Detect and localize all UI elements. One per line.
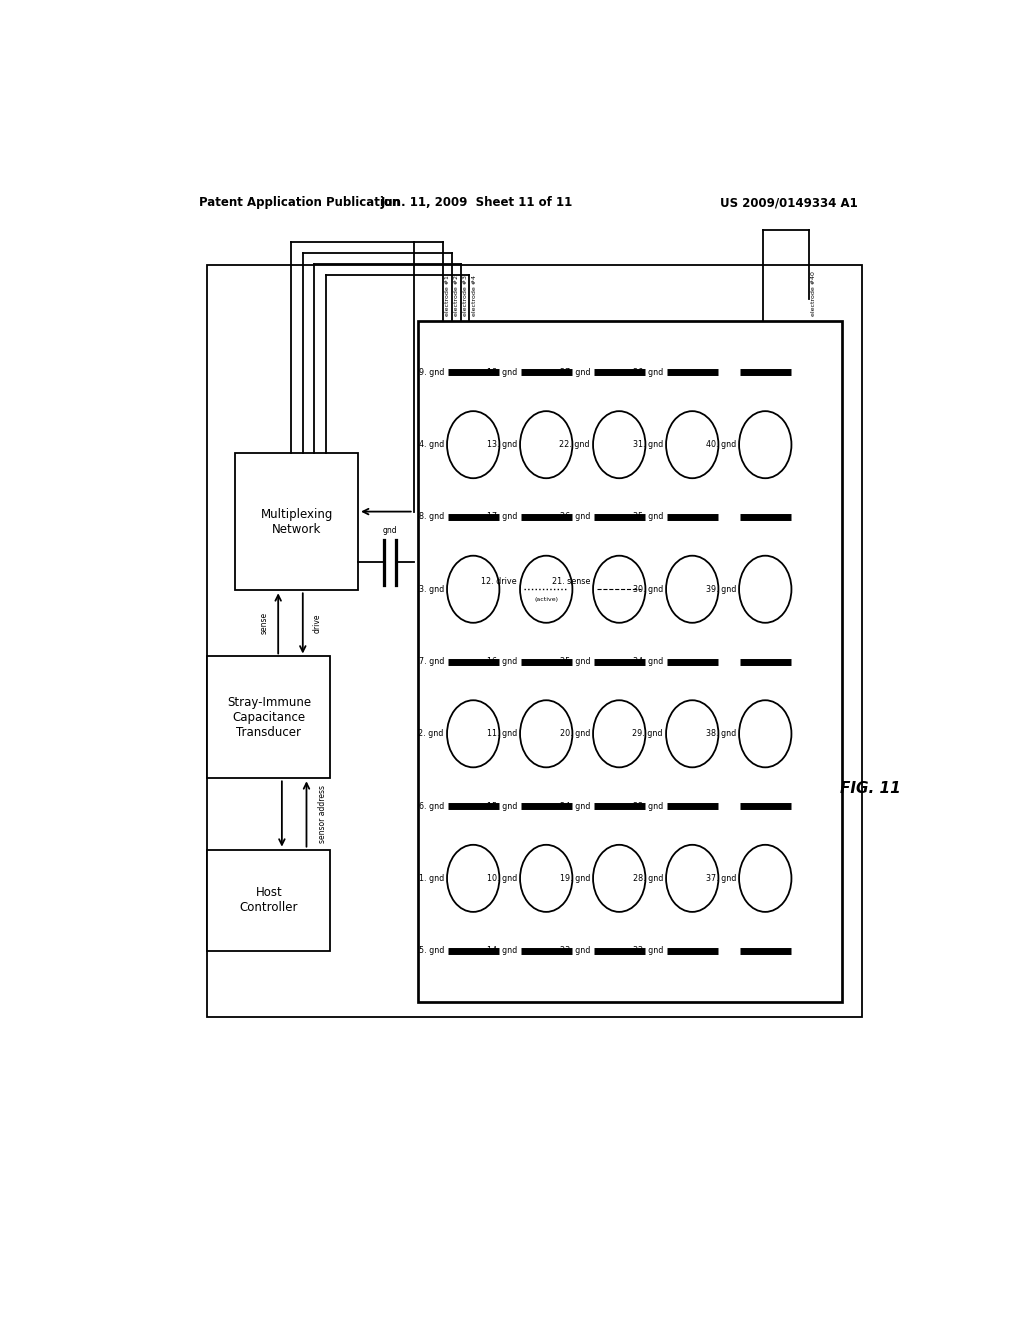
Circle shape	[593, 845, 645, 912]
Text: Jun. 11, 2009  Sheet 11 of 11: Jun. 11, 2009 Sheet 11 of 11	[381, 195, 573, 209]
Text: 1. gnd: 1. gnd	[419, 874, 443, 883]
Circle shape	[666, 556, 719, 623]
Text: 29. gnd: 29. gnd	[633, 729, 663, 738]
Circle shape	[739, 845, 792, 912]
Circle shape	[520, 556, 572, 623]
Text: electrode #2: electrode #2	[455, 275, 459, 315]
Text: sense: sense	[260, 612, 268, 635]
Circle shape	[520, 700, 572, 767]
Text: 33. gnd: 33. gnd	[634, 801, 664, 810]
Text: 22. gnd: 22. gnd	[559, 440, 590, 449]
Text: 30. gnd: 30. gnd	[633, 585, 663, 594]
Text: 18. gnd: 18. gnd	[487, 368, 518, 378]
Text: 28. gnd: 28. gnd	[633, 874, 663, 883]
Bar	[236, 453, 358, 590]
Text: gnd: gnd	[383, 525, 397, 535]
Text: 12. drive: 12. drive	[481, 577, 517, 586]
Text: 4. gnd: 4. gnd	[419, 440, 443, 449]
Text: 36. gnd: 36. gnd	[634, 368, 664, 378]
Circle shape	[593, 556, 645, 623]
Circle shape	[739, 556, 792, 623]
Text: 38. gnd: 38. gnd	[706, 729, 736, 738]
Text: 23. gnd: 23. gnd	[560, 946, 591, 956]
Text: 27. gnd: 27. gnd	[560, 368, 591, 378]
Circle shape	[447, 700, 500, 767]
Circle shape	[666, 700, 719, 767]
Text: 19. gnd: 19. gnd	[559, 874, 590, 883]
Text: 26. gnd: 26. gnd	[560, 512, 591, 521]
Text: 15. gnd: 15. gnd	[487, 801, 518, 810]
Circle shape	[520, 411, 572, 478]
Text: 24. gnd: 24. gnd	[560, 801, 591, 810]
Text: 20. gnd: 20. gnd	[559, 729, 590, 738]
Text: 25. gnd: 25. gnd	[560, 657, 591, 667]
Text: 5. gnd: 5. gnd	[419, 946, 444, 956]
Text: drive: drive	[312, 614, 322, 634]
Text: 2. gnd: 2. gnd	[419, 729, 443, 738]
Circle shape	[593, 700, 645, 767]
Circle shape	[593, 411, 645, 478]
Circle shape	[447, 411, 500, 478]
Text: electrode #1: electrode #1	[445, 275, 451, 315]
Bar	[207, 850, 331, 952]
Text: 9. gnd: 9. gnd	[419, 368, 444, 378]
Text: sensor address: sensor address	[318, 785, 328, 843]
Circle shape	[666, 411, 719, 478]
Text: 16. gnd: 16. gnd	[487, 657, 518, 667]
Text: 8. gnd: 8. gnd	[420, 512, 444, 521]
Circle shape	[447, 845, 500, 912]
Text: 32. gnd: 32. gnd	[633, 946, 664, 956]
Text: 11. gnd: 11. gnd	[486, 729, 517, 738]
Circle shape	[520, 845, 572, 912]
Text: Multiplexing
Network: Multiplexing Network	[260, 508, 333, 536]
Bar	[418, 321, 842, 1002]
Text: US 2009/0149334 A1: US 2009/0149334 A1	[720, 195, 858, 209]
Text: 6. gnd: 6. gnd	[420, 801, 444, 810]
Text: 39. gnd: 39. gnd	[706, 585, 736, 594]
Text: 10. gnd: 10. gnd	[486, 874, 517, 883]
Circle shape	[666, 845, 719, 912]
Text: 34. gnd: 34. gnd	[634, 657, 664, 667]
Circle shape	[739, 700, 792, 767]
Circle shape	[739, 411, 792, 478]
Text: Host
Controller: Host Controller	[240, 886, 298, 915]
Text: 3. gnd: 3. gnd	[419, 585, 443, 594]
Text: Patent Application Publication: Patent Application Publication	[200, 195, 400, 209]
Text: electrode #3: electrode #3	[463, 275, 468, 315]
Text: 40. gnd: 40. gnd	[706, 440, 736, 449]
Text: electrode #40: electrode #40	[811, 271, 816, 315]
Text: 17. gnd: 17. gnd	[487, 512, 518, 521]
Text: electrode #4: electrode #4	[472, 275, 476, 315]
Bar	[207, 656, 331, 779]
Text: (active): (active)	[535, 598, 558, 602]
Text: 13. gnd: 13. gnd	[486, 440, 517, 449]
Text: 21. sense: 21. sense	[552, 577, 590, 586]
Text: 35. gnd: 35. gnd	[633, 512, 664, 521]
Text: 31. gnd: 31. gnd	[633, 440, 663, 449]
Circle shape	[447, 556, 500, 623]
Text: 37. gnd: 37. gnd	[706, 874, 736, 883]
Bar	[207, 265, 862, 1018]
Text: 14. gnd: 14. gnd	[487, 946, 518, 956]
Text: Stray-Immune
Capacitance
Transducer: Stray-Immune Capacitance Transducer	[226, 696, 311, 739]
Text: 7. gnd: 7. gnd	[419, 657, 444, 667]
Text: FIG. 11: FIG. 11	[840, 781, 900, 796]
